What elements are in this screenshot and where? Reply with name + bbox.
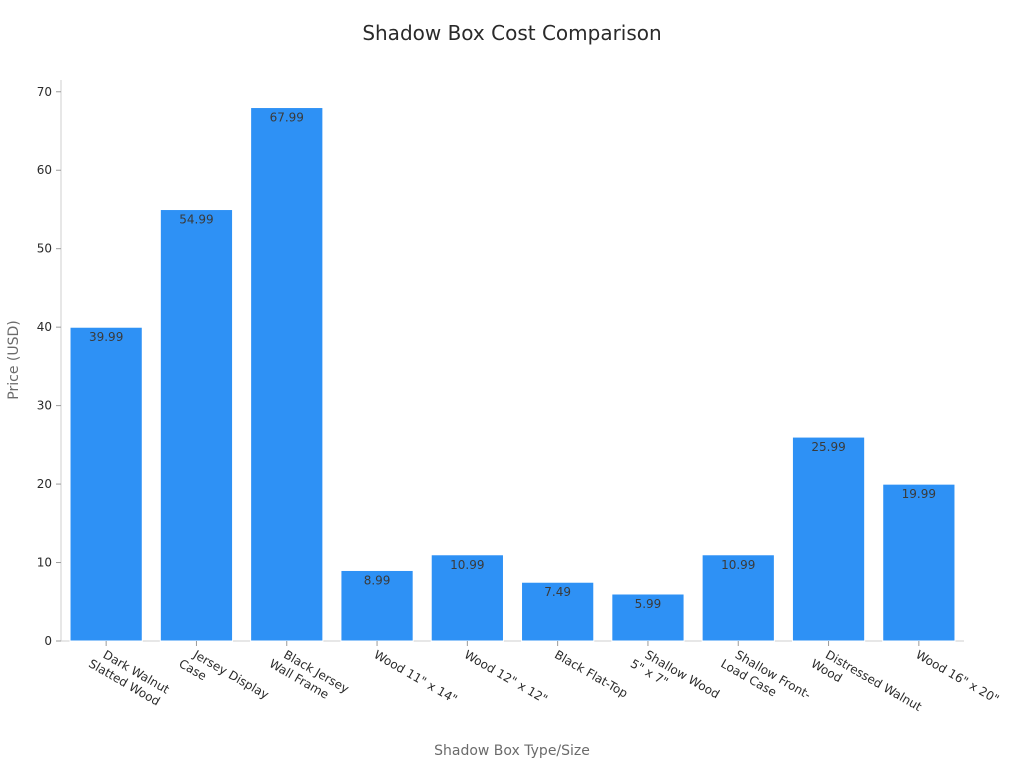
y-tick-label: 40	[37, 320, 52, 334]
x-tick-label: Wood 12" x 12"	[462, 647, 550, 706]
bar-value-label: 7.49	[544, 585, 571, 599]
bar	[521, 581, 595, 642]
bar	[882, 483, 956, 642]
bar-value-label: 39.99	[89, 330, 123, 344]
bar-value-label: 67.99	[270, 111, 304, 125]
bar-value-label: 5.99	[635, 597, 662, 611]
bar	[250, 107, 324, 642]
bar-value-label: 8.99	[364, 573, 391, 587]
bar-value-label: 19.99	[902, 487, 936, 501]
y-tick-label: 20	[37, 477, 52, 491]
bar	[69, 326, 143, 642]
bars	[69, 107, 956, 642]
chart-title: Shadow Box Cost Comparison	[362, 21, 661, 45]
x-tick-label: Jersey DisplayCase	[177, 643, 272, 714]
y-axis-title: Price (USD)	[6, 320, 22, 399]
x-axis-title: Shadow Box Type/Size	[434, 743, 590, 759]
y-tick-label: 10	[37, 556, 52, 570]
bar	[159, 209, 234, 642]
y-tick-label: 60	[37, 163, 52, 177]
x-tick-label: Dark WalnutSlatted Wood	[86, 643, 172, 709]
bar	[791, 436, 866, 642]
bar-value-label: 10.99	[450, 558, 484, 572]
x-tick-label: Distressed WalnutWood	[809, 643, 925, 727]
data-labels: 39.99 54.99 67.99 8.99 10.99 7.49 5.99 10.99 25.…	[89, 111, 936, 611]
x-tick-label: Black JerseyWall Frame	[267, 643, 352, 709]
y-tick-label: 0	[44, 634, 52, 648]
x-tick-label: Shallow Front-Load Case	[718, 643, 813, 715]
bar	[701, 554, 775, 642]
bar-value-label: 25.99	[811, 440, 845, 454]
x-tick-label: Shallow Wood5" x 7"	[628, 643, 722, 714]
x-tick-label: Black Flat-Top	[552, 647, 630, 700]
bar	[611, 593, 685, 642]
x-tick-labels: Dark WalnutSlatted Wood Jersey DisplayCas…	[86, 641, 1001, 727]
bar-value-label: 54.99	[179, 213, 213, 227]
y-tick-label: 70	[37, 85, 52, 99]
y-tick-label: 50	[37, 242, 52, 256]
x-tick-label: Wood 16" x 20"	[913, 647, 1001, 706]
y-tick-label: 30	[37, 399, 52, 413]
bar-value-label: 10.99	[721, 558, 755, 572]
x-tick-label: Wood 11" x 14"	[372, 647, 460, 706]
